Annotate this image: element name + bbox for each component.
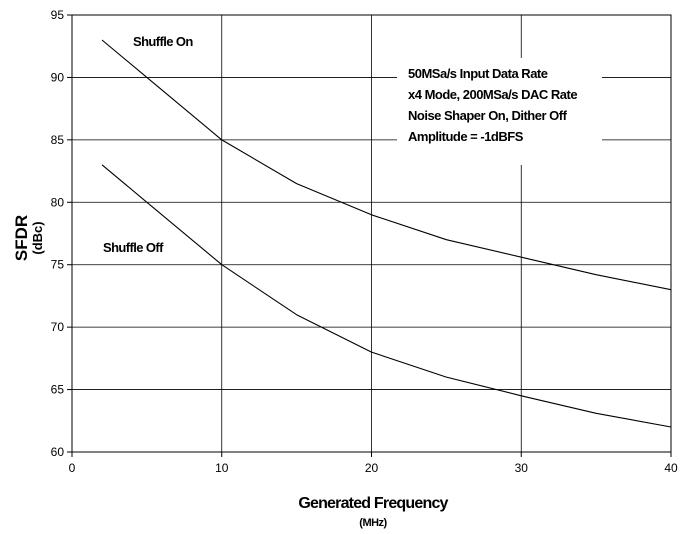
annotation-line-3: Noise Shaper On, Dither Off: [408, 108, 568, 123]
y-axis-unit: (dBc): [30, 221, 45, 254]
series-label-shuffle-on: Shuffle On: [133, 34, 193, 49]
x-axis-unit: (MHz): [359, 517, 387, 529]
series-label-shuffle-off-background: [100, 237, 176, 257]
y-axis-title: SFDR: [12, 215, 31, 261]
series-label-shuffle-on-background: [130, 30, 210, 50]
annotation-background: [397, 58, 602, 165]
series-label-shuffle-off: Shuffle Off: [103, 240, 164, 255]
y-tick-label: 95: [51, 8, 65, 22]
y-tick-label: 75: [51, 258, 65, 272]
x-axis-title: Generated Frequency: [298, 495, 448, 512]
series-line-shuffle-on: [101, 39, 672, 291]
annotation-block: 50MSa/s Input Data Rate x4 Mode, 200MSa/…: [397, 58, 602, 165]
annotation-line-1: 50MSa/s Input Data Rate: [408, 66, 548, 81]
y-tick-label: 65: [51, 383, 65, 397]
annotation-line-4: Amplitude = -1dBFS: [408, 129, 524, 144]
y-tick-label: 80: [51, 195, 65, 209]
x-tick-label: 40: [664, 461, 678, 475]
x-tick-label: 0: [69, 461, 76, 475]
x-tick-label: 10: [215, 461, 229, 475]
y-tick-label: 60: [51, 445, 65, 459]
y-tick-label: 90: [51, 70, 65, 84]
tick-labels: 0 10 20 30 40 60 65 70 75 80 85 90 95: [51, 8, 678, 475]
y-tick-label: 85: [51, 133, 65, 147]
series-lines: [101, 39, 672, 428]
x-tick-label: 30: [515, 461, 529, 475]
y-tick-label: 70: [51, 320, 65, 334]
x-tick-label: 20: [365, 461, 379, 475]
series-line-shuffle-off: [101, 164, 672, 428]
annotation-line-2: x4 Mode, 200MSa/s DAC Rate: [408, 87, 577, 102]
